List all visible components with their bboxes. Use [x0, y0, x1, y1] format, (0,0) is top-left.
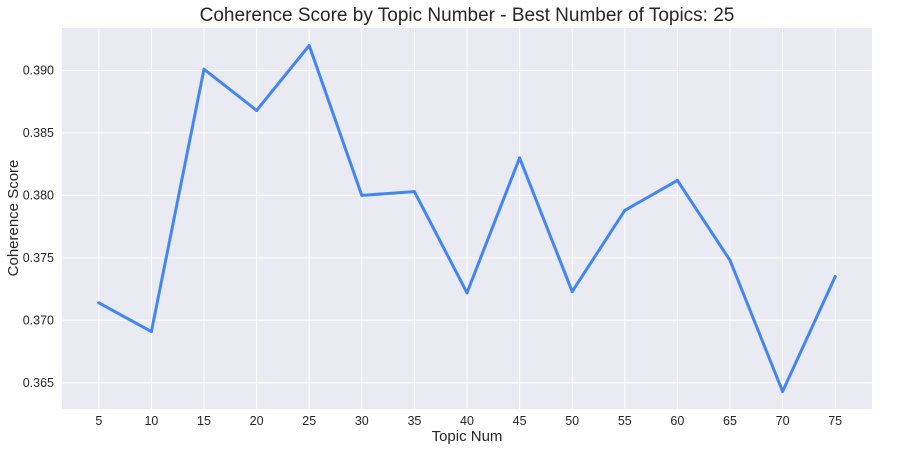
x-tick-label: 70 [776, 414, 790, 428]
data-point [518, 156, 522, 160]
x-tick-label: 10 [144, 414, 158, 428]
data-point [465, 291, 469, 295]
y-tick-label: 0.365 [23, 376, 54, 390]
x-axis-label: Topic Num [432, 428, 503, 445]
data-point [570, 290, 574, 294]
data-points [97, 43, 837, 394]
x-tick-label: 15 [197, 414, 211, 428]
y-tick-label: 0.390 [23, 63, 54, 77]
y-tick-label: 0.380 [23, 188, 54, 202]
data-point [623, 208, 627, 212]
y-tick-labels: 0.365 0.370 0.375 0.380 0.385 0.390 [23, 63, 54, 389]
data-point [728, 258, 732, 262]
x-tick-label: 55 [618, 414, 632, 428]
data-point [675, 178, 679, 182]
x-tick-label: 75 [828, 414, 842, 428]
x-tick-label: 35 [407, 414, 421, 428]
data-point [255, 108, 259, 112]
x-tick-label: 30 [355, 414, 369, 428]
data-point [97, 301, 101, 305]
y-tick-label: 0.385 [23, 126, 54, 140]
x-tick-label: 40 [460, 414, 474, 428]
x-tick-label: 25 [302, 414, 316, 428]
y-tick-label: 0.370 [23, 313, 54, 327]
x-tick-label: 60 [670, 414, 684, 428]
x-tick-label: 45 [513, 414, 527, 428]
data-point [781, 390, 785, 394]
x-tick-label: 5 [95, 414, 102, 428]
data-point [360, 193, 364, 197]
x-gridlines [98, 28, 836, 409]
y-axis-label: Coherence Score [5, 160, 22, 277]
data-point [202, 67, 206, 71]
x-tick-label: 65 [723, 414, 737, 428]
data-point [307, 43, 311, 47]
y-tick-label: 0.375 [23, 251, 54, 265]
chart-title: Coherence Score by Topic Number - Best N… [200, 5, 735, 26]
x-tick-labels: 5 10 15 20 25 30 35 40 45 50 55 60 65 70 75 [95, 414, 842, 428]
data-point [833, 275, 837, 279]
data-point [412, 190, 416, 194]
x-tick-label: 20 [250, 414, 264, 428]
x-tick-label: 50 [565, 414, 579, 428]
data-point [149, 330, 153, 334]
